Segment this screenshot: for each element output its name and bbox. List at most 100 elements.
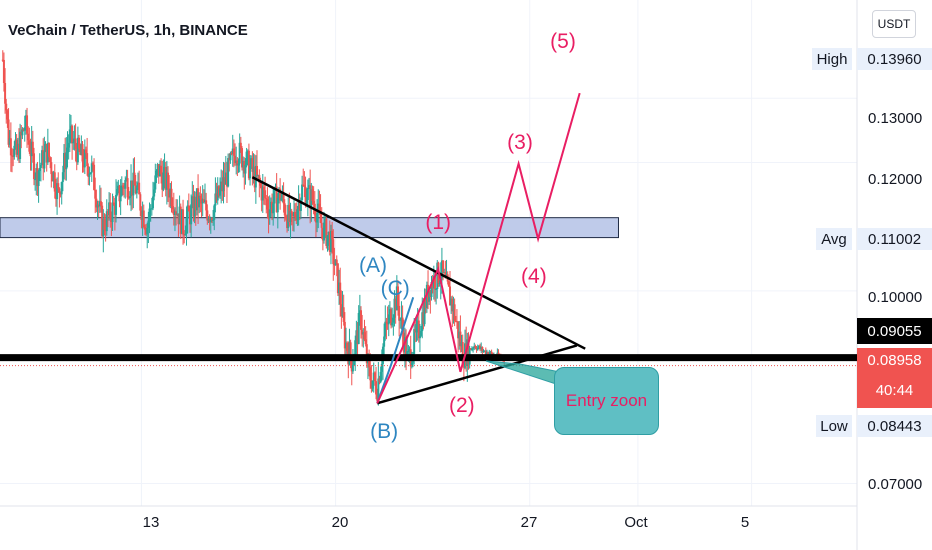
candle-body [185, 218, 188, 234]
candle-body [32, 153, 35, 180]
candle-body [183, 234, 186, 236]
candle-body [34, 179, 37, 181]
candle-body [289, 210, 292, 223]
candle-body [168, 188, 171, 198]
candle-body [383, 336, 386, 347]
candle-body [244, 164, 247, 174]
candle-body [4, 83, 7, 104]
candle-body [479, 345, 482, 350]
candle-body [153, 189, 156, 197]
candle-body [95, 198, 98, 208]
candle-body [115, 194, 118, 215]
candle-body [171, 206, 174, 210]
candle-body [113, 204, 116, 215]
candle-body [147, 220, 150, 228]
candle-body [89, 172, 92, 174]
candle-body [127, 197, 130, 199]
candle-body [287, 204, 290, 229]
wave-label: (C) [380, 276, 410, 300]
candle-body [379, 371, 382, 383]
candle-body [30, 141, 33, 157]
candle-body [306, 187, 309, 201]
wave-label: (5) [550, 29, 576, 53]
candle-body [405, 337, 408, 360]
candle-body [150, 208, 153, 210]
candle-body [11, 155, 14, 157]
candle-body [186, 205, 189, 219]
candle-body [413, 329, 416, 355]
candle-body [299, 200, 302, 211]
candle-body [81, 144, 84, 162]
candle-body [20, 131, 23, 136]
candle-body [459, 331, 462, 347]
candle-body [454, 320, 457, 322]
candle-body [423, 298, 426, 325]
candle-body [46, 143, 49, 163]
candle-body [487, 352, 490, 356]
candle-body [72, 142, 75, 144]
candle-body [131, 180, 134, 196]
candle-body [199, 195, 202, 199]
candle-body [378, 378, 381, 383]
candle-body [26, 115, 29, 134]
candle-body [103, 219, 106, 230]
candle-body [69, 125, 72, 130]
candle-body [1, 59, 4, 61]
candle-body [143, 227, 146, 230]
candle-body [74, 138, 77, 150]
candle-body [191, 196, 194, 205]
candle-body [279, 188, 282, 201]
candle-body [484, 350, 487, 355]
candle-body [141, 210, 144, 220]
candle-body [369, 367, 372, 381]
candle-body [19, 131, 22, 159]
candle-body [341, 307, 344, 317]
candle-body [205, 200, 208, 211]
candle-body [135, 187, 138, 194]
candle-body [317, 203, 320, 214]
candle-body [120, 185, 123, 196]
candle-body [268, 209, 271, 218]
candle-body [438, 283, 441, 285]
candle-body [257, 175, 260, 177]
candle-body [14, 139, 17, 146]
candle-body [325, 218, 328, 246]
candle-body [73, 138, 76, 143]
currency-selector[interactable]: USDT [872, 10, 916, 38]
candle-body [357, 312, 360, 344]
candle-body [111, 202, 114, 223]
candle-body [356, 330, 359, 344]
triangle-upper-line [251, 176, 586, 350]
candle-body [59, 192, 62, 195]
candle-body [451, 298, 454, 312]
candle-body [292, 211, 295, 217]
candle-body [308, 185, 311, 188]
candle-body [27, 133, 30, 141]
candle-body [384, 321, 387, 337]
candle-body [297, 200, 300, 210]
candle-body [264, 190, 267, 199]
candle-body [112, 202, 115, 205]
candle-body [223, 177, 226, 185]
candle-body [207, 218, 210, 221]
candle-body [415, 324, 418, 333]
candle-body [164, 166, 167, 190]
wave-path-abc [376, 296, 415, 404]
candle-body [407, 350, 410, 352]
candle-body [398, 305, 401, 321]
wave-label: (4) [521, 265, 547, 289]
candle-body [219, 188, 222, 196]
candle-body [24, 115, 27, 128]
candle-body [453, 304, 456, 321]
x-tick-label: 27 [520, 514, 538, 531]
candle-body [173, 211, 176, 216]
candle-body [477, 345, 480, 348]
candle-body [298, 200, 301, 211]
candle-body [460, 342, 463, 347]
candle-body [44, 144, 47, 152]
candle-body [284, 215, 287, 219]
candle-body [254, 165, 257, 188]
triangle-lower-line [376, 344, 578, 405]
candle-body [84, 149, 87, 154]
